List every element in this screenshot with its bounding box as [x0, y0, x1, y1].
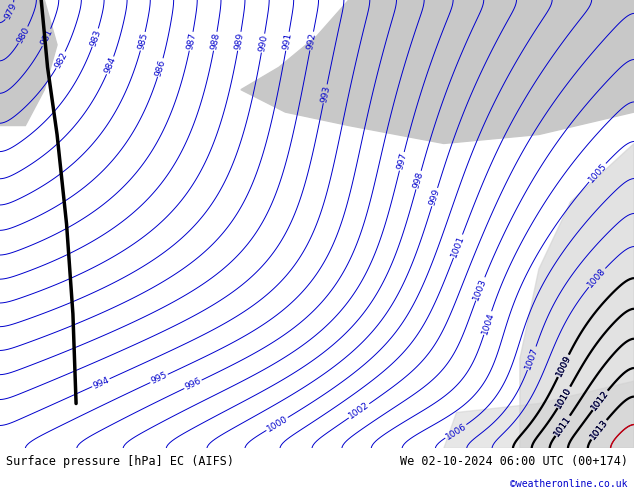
Text: 993: 993	[319, 84, 332, 103]
Polygon shape	[444, 381, 634, 448]
Text: 1001: 1001	[450, 234, 467, 259]
Text: 990: 990	[257, 34, 269, 52]
Text: ©weatheronline.co.uk: ©weatheronline.co.uk	[510, 479, 628, 489]
Text: 1010: 1010	[554, 385, 574, 410]
Polygon shape	[241, 0, 634, 144]
Text: 1002: 1002	[347, 401, 371, 421]
Text: We 02-10-2024 06:00 UTC (00+174): We 02-10-2024 06:00 UTC (00+174)	[399, 455, 628, 468]
Polygon shape	[0, 0, 57, 125]
Text: 1013: 1013	[588, 418, 609, 441]
Text: 1009: 1009	[554, 353, 573, 378]
Text: 988: 988	[209, 32, 221, 50]
Text: 1008: 1008	[586, 266, 608, 289]
Text: 984: 984	[103, 56, 117, 75]
Text: 992: 992	[306, 32, 318, 50]
Text: 986: 986	[153, 58, 167, 77]
Text: 1004: 1004	[480, 311, 496, 335]
Text: 995: 995	[150, 371, 169, 386]
Text: Surface pressure [hPa] EC (AIFS): Surface pressure [hPa] EC (AIFS)	[6, 455, 235, 468]
Text: 999: 999	[428, 188, 441, 207]
Text: 1011: 1011	[552, 414, 573, 438]
Text: 983: 983	[88, 28, 103, 47]
Text: 1012: 1012	[590, 389, 611, 412]
Text: 1000: 1000	[265, 414, 289, 434]
Text: 987: 987	[185, 32, 197, 50]
Text: 998: 998	[412, 171, 425, 190]
Text: 981: 981	[39, 28, 55, 47]
Text: 1006: 1006	[444, 421, 468, 441]
Text: 1009: 1009	[554, 353, 573, 378]
Text: 991: 991	[281, 32, 294, 50]
Text: 979: 979	[3, 1, 18, 21]
Text: 982: 982	[53, 50, 68, 70]
Text: 996: 996	[183, 376, 203, 392]
Text: 997: 997	[396, 152, 408, 171]
Text: 1010: 1010	[554, 385, 574, 410]
Text: 985: 985	[136, 32, 150, 51]
Text: 1005: 1005	[586, 161, 609, 184]
Text: 1007: 1007	[524, 346, 540, 370]
Text: 1003: 1003	[472, 276, 489, 301]
Text: 980: 980	[15, 25, 32, 45]
Text: 1011: 1011	[552, 414, 573, 438]
Text: 989: 989	[233, 32, 245, 50]
Text: 1012: 1012	[590, 389, 611, 412]
Polygon shape	[520, 144, 634, 448]
Text: 1013: 1013	[588, 418, 609, 441]
Text: 994: 994	[91, 375, 110, 391]
